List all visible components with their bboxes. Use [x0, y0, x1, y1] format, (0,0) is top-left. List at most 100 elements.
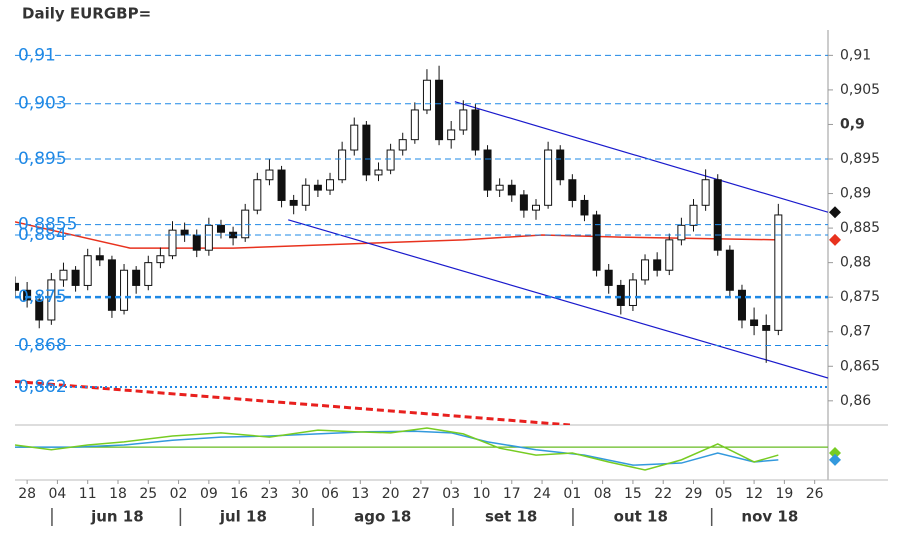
candle-body — [277, 169, 286, 201]
month-label: nov 18 — [741, 508, 798, 526]
candle-body — [132, 269, 141, 286]
candle-body — [737, 289, 746, 321]
month-label: jun 18 — [90, 508, 144, 526]
candle-body — [156, 255, 165, 264]
candle-body — [83, 255, 92, 286]
x-tick-label: 06 — [321, 486, 339, 502]
y-tick-label: 0,86 — [840, 393, 871, 409]
level-label: 0,903 — [18, 94, 67, 114]
x-tick-label: 16 — [230, 486, 248, 502]
candle-body — [410, 109, 419, 141]
chart-title: Daily EURGBP= — [22, 5, 151, 23]
candle-body — [47, 279, 56, 321]
last-value-marker — [829, 233, 841, 246]
candle-body — [447, 129, 456, 141]
y-tick-label: 0,91 — [840, 47, 871, 63]
candle-body — [338, 149, 347, 181]
level-label: 0,895 — [18, 149, 67, 169]
oscillator-marker — [829, 453, 841, 466]
level-label: 0,91 — [18, 45, 56, 65]
month-label: out 18 — [614, 508, 668, 526]
x-tick-label: 30 — [291, 486, 309, 502]
x-tick-label: 28 — [18, 486, 36, 502]
candle-body — [531, 204, 540, 211]
candle-body — [241, 209, 250, 239]
x-tick-label: 09 — [200, 486, 218, 502]
x-tick-label: 19 — [775, 486, 793, 502]
y-tick-label: 0,9 — [840, 116, 865, 132]
x-tick-label: 02 — [170, 486, 188, 502]
candle-body — [422, 79, 431, 111]
y-tick-label: 0,89 — [840, 186, 871, 202]
x-tick-label: 22 — [654, 486, 672, 502]
candle-body — [204, 224, 213, 251]
candle-body — [168, 229, 177, 257]
candle-body — [689, 204, 698, 226]
candle-body — [253, 179, 262, 211]
candle-body — [120, 269, 129, 311]
candle-body — [313, 184, 322, 191]
candle-body — [592, 214, 601, 271]
candle-body — [701, 179, 710, 206]
channel-lower — [288, 219, 828, 379]
x-tick-label: 26 — [806, 486, 824, 502]
candle-body — [495, 184, 504, 191]
level-label: 0,8855 — [18, 215, 77, 235]
oscillator-line — [15, 430, 779, 466]
candle-body — [23, 289, 32, 301]
candle-body — [435, 79, 444, 141]
x-tick-label: 18 — [109, 486, 127, 502]
x-tick-label: 23 — [261, 486, 279, 502]
y-tick-label: 0,88 — [840, 255, 871, 271]
candle-body — [107, 259, 116, 311]
candle-body — [580, 199, 589, 216]
level-label: 0,875 — [18, 287, 67, 307]
x-tick-label: 04 — [48, 486, 66, 502]
candle-body — [71, 269, 80, 286]
candle-body — [519, 194, 528, 211]
candle-body — [762, 325, 771, 331]
oscillator-marker — [829, 446, 841, 459]
candle-body — [713, 179, 722, 251]
candle-body — [507, 184, 516, 196]
candle-body — [665, 239, 674, 271]
moving-average — [15, 221, 779, 249]
channel-upper — [454, 101, 828, 213]
candle-body — [301, 184, 310, 206]
level-label: 0,862 — [18, 377, 67, 397]
x-tick-label: 13 — [351, 486, 369, 502]
x-tick-label: 27 — [412, 486, 430, 502]
candle-body — [326, 179, 335, 191]
x-tick-label: 08 — [594, 486, 612, 502]
y-tick-label: 0,895 — [840, 151, 880, 167]
candle-body — [216, 224, 225, 233]
candle-body — [568, 179, 577, 201]
candle-body — [265, 169, 274, 181]
x-tick-label: 05 — [715, 486, 733, 502]
x-tick-label: 03 — [442, 486, 460, 502]
candle-body — [677, 224, 686, 241]
long-moving-average — [15, 379, 571, 425]
candle-body — [386, 149, 395, 171]
month-label: ago 18 — [354, 508, 411, 526]
candle-body — [192, 234, 201, 251]
candle-body — [628, 279, 637, 306]
x-tick-label: 20 — [382, 486, 400, 502]
x-tick-label: 15 — [624, 486, 642, 502]
y-tick-label: 0,905 — [840, 82, 880, 98]
candle-body — [398, 139, 407, 151]
candle-body — [289, 199, 298, 206]
x-tick-label: 10 — [473, 486, 491, 502]
candle-body — [459, 109, 468, 131]
oscillator-line — [14, 427, 779, 471]
x-tick-label: 01 — [563, 486, 581, 502]
candle-body — [774, 214, 783, 331]
y-tick-label: 0,875 — [840, 289, 880, 305]
candle-body — [15, 282, 19, 291]
candle-body — [180, 229, 189, 236]
candle-body — [471, 109, 480, 151]
candle-body — [641, 259, 650, 281]
candle-body — [556, 149, 565, 181]
month-label: jul 18 — [219, 508, 267, 526]
